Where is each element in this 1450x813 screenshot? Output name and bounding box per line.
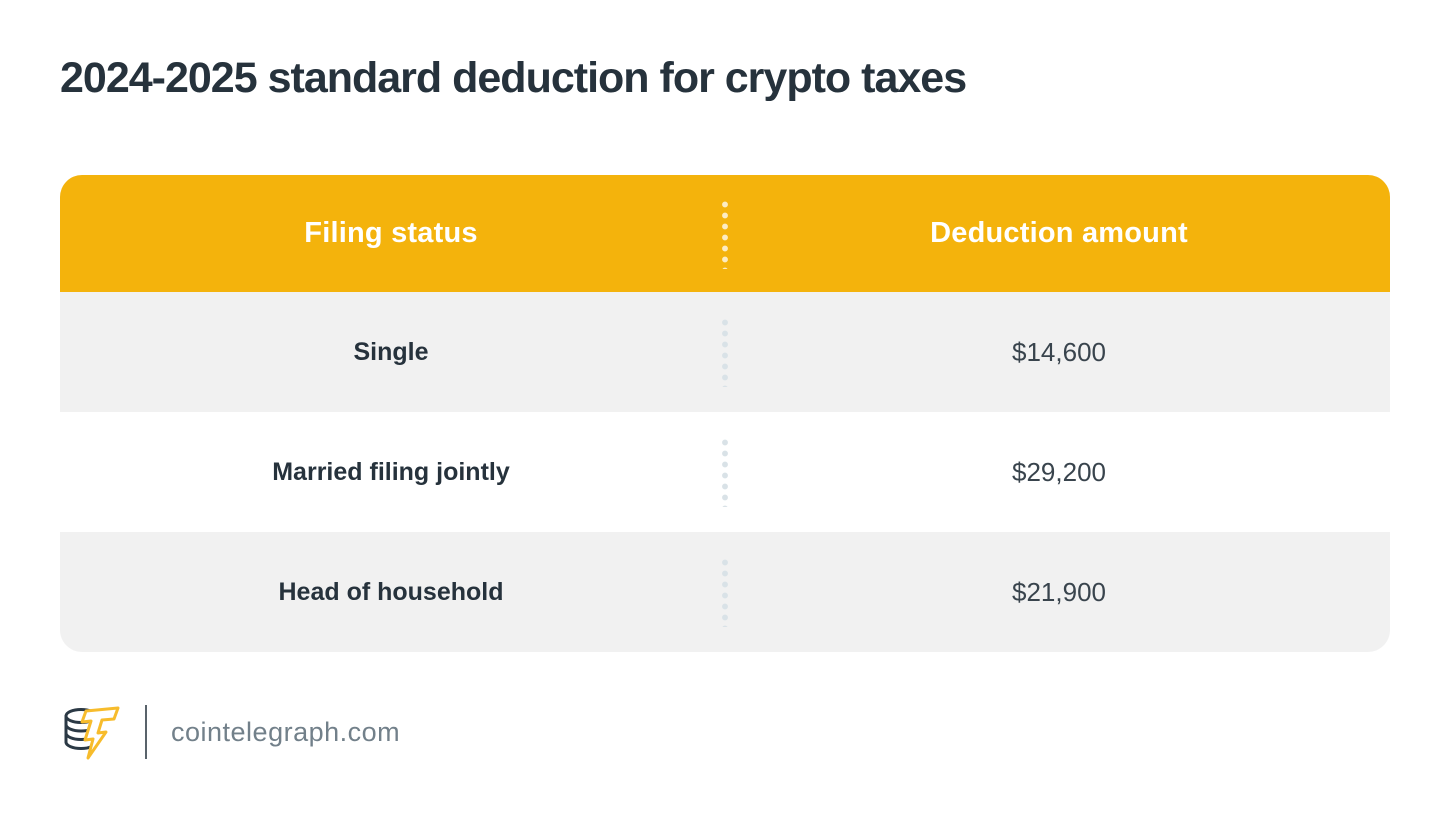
deduction-amount-cell: $21,900: [1012, 576, 1106, 607]
footer-site-text: cointelegraph.com: [171, 716, 401, 747]
footer-branding: cointelegraph.com: [57, 700, 400, 764]
dotted-column-divider: [722, 437, 728, 507]
filing-status-cell: Married filing jointly: [272, 457, 510, 486]
table-row: Married filing jointly $29,200: [60, 412, 1390, 532]
dotted-column-divider: [722, 557, 728, 627]
deduction-table: Filing status Deduction amount Single $1…: [60, 175, 1390, 652]
deduction-amount-cell: $14,600: [1012, 336, 1106, 367]
header-filing-status: Filing status: [304, 217, 478, 249]
table-header-row: Filing status Deduction amount: [60, 175, 1390, 292]
page-title: 2024-2025 standard deduction for crypto …: [60, 54, 967, 102]
table-row: Head of household $21,900: [60, 532, 1390, 652]
dotted-column-divider: [722, 198, 728, 269]
header-deduction-amount: Deduction amount: [930, 217, 1188, 249]
deduction-amount-cell: $29,200: [1012, 456, 1106, 487]
dotted-column-divider: [722, 317, 728, 387]
filing-status-cell: Single: [353, 337, 429, 366]
filing-status-cell: Head of household: [278, 577, 504, 606]
footer-divider: [145, 705, 147, 759]
cointelegraph-logo-icon: [64, 706, 120, 760]
table-row: Single $14,600: [60, 292, 1390, 412]
